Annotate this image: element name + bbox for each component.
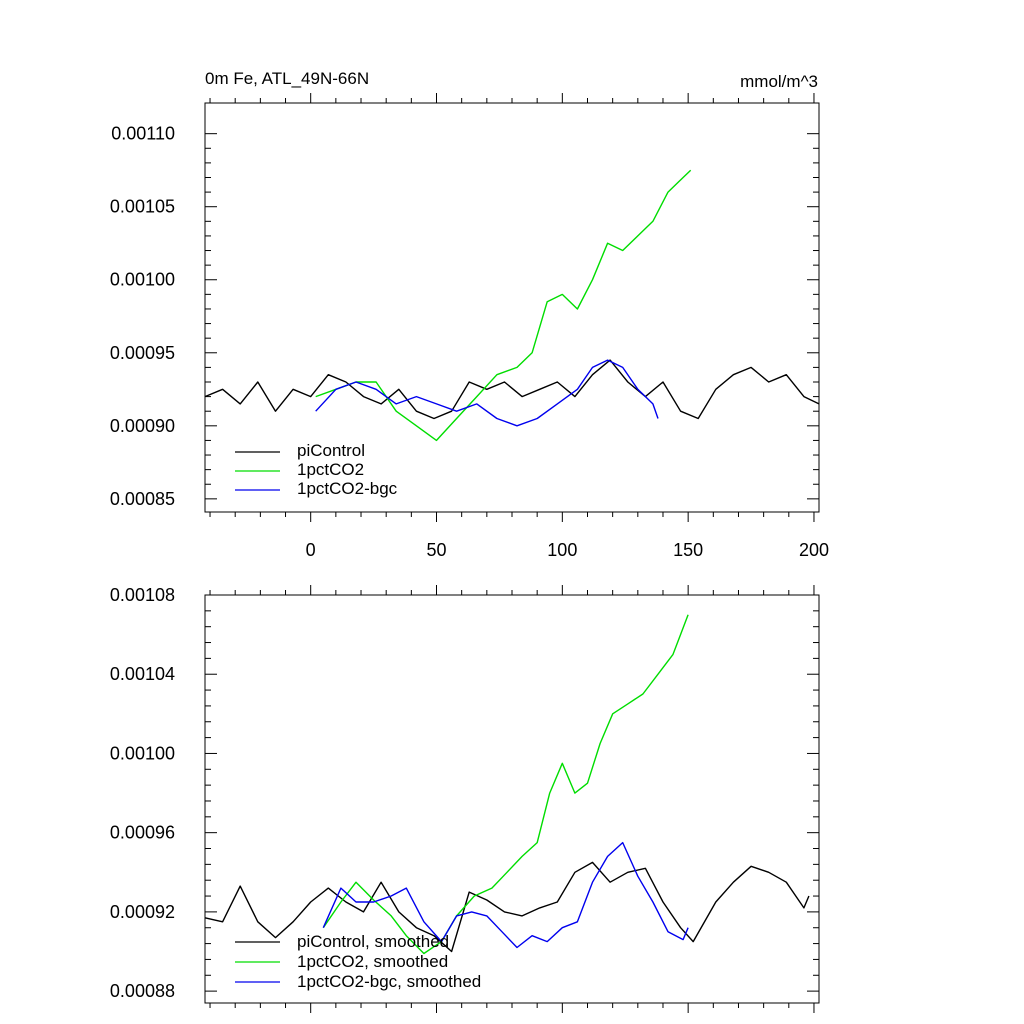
top-y-tick-label: 0.00095 xyxy=(110,343,175,363)
legend-label-1pctco2-bgc: 1pctCO2-bgc xyxy=(297,479,398,498)
legend-label-picontrol-smoothed: piControl, smoothed xyxy=(297,932,449,951)
panel-bottom: 0.00088 0.00092 0.00096 0.00100 0.00104 0.001… xyxy=(110,585,820,1013)
units-label: mmol/m^3 xyxy=(740,72,818,91)
bottom-y-tick-label: 0.00100 xyxy=(110,743,175,763)
bottom-y-tick-label: 0.00092 xyxy=(110,902,175,922)
series-line-1pctco2-bgc-smoothed xyxy=(322,841,689,949)
top-legend: piControl 1pctCO2 1pctCO2-bgc xyxy=(235,441,398,498)
top-y-tick-label: 0.00105 xyxy=(110,197,175,217)
bottom-legend: piControl, smoothed 1pctCO2, smoothed 1p… xyxy=(235,932,481,991)
top-y-tick-label: 0.00085 xyxy=(110,489,175,509)
chart-title: 0m Fe, ATL_49N-66N xyxy=(205,69,369,88)
series-line-picontrol xyxy=(204,359,820,420)
legend-label-1pctco2-smoothed: 1pctCO2, smoothed xyxy=(297,952,448,971)
top-x-tick-label: 0 xyxy=(306,540,316,560)
top-y-tick-label: 0.00110 xyxy=(111,124,175,144)
panel-top: 0m Fe, ATL_49N-66N mmol/m^3 0.000850.000… xyxy=(110,69,829,560)
legend-label-picontrol: piControl xyxy=(297,441,365,460)
top-series-group xyxy=(204,169,820,442)
bottom-y-tick-label: 0.00108 xyxy=(110,585,175,605)
series-line-1pctco2-smoothed xyxy=(322,614,689,955)
series-line-1pctco2 xyxy=(315,169,692,442)
bottom-y-tick-label: 0.00104 xyxy=(110,664,175,684)
top-plot-frame xyxy=(204,102,820,513)
top-y-tick-label: 0.00100 xyxy=(110,270,175,290)
series-line-picontrol-smoothed xyxy=(204,861,810,953)
bottom-y-tick-label: 0.00096 xyxy=(110,823,175,843)
top-x-tick-label: 150 xyxy=(673,540,703,560)
top-axes: 0.00085 0.00090 0.00095 0.00100 0.00105 0.001… xyxy=(110,93,829,560)
series-line-1pctco2-bgc xyxy=(315,359,659,427)
bottom-y-tick-label: 0.00088 xyxy=(110,981,175,1001)
legend-label-1pctco2: 1pctCO2 xyxy=(297,460,364,479)
legend-label-1pctco2-bgc-smoothed: 1pctCO2-bgc, smoothed xyxy=(297,972,481,991)
bottom-series-group xyxy=(204,614,810,955)
top-y-tick-label: 0.00090 xyxy=(110,416,175,436)
top-x-tick-label: 100 xyxy=(547,540,577,560)
top-x-tick-label: 50 xyxy=(426,540,446,560)
bottom-plot-frame xyxy=(204,594,820,1004)
bottom-axes: 0.00088 0.00092 0.00096 0.00100 0.00104 0.001… xyxy=(110,585,819,1013)
top-x-tick-label: 200 xyxy=(799,540,829,560)
